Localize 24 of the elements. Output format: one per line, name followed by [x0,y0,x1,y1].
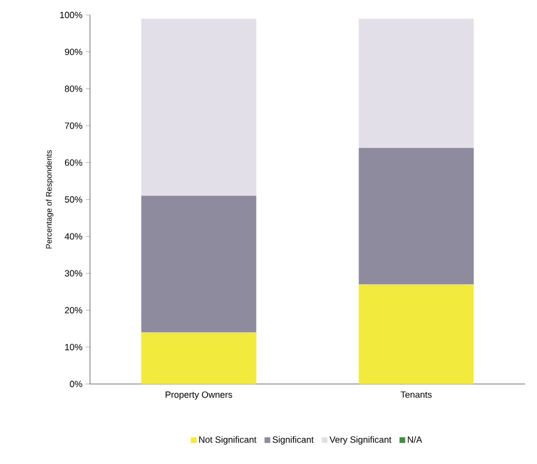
legend-label: Not Significant [199,436,256,445]
legend-label: Significant [272,436,314,445]
legend-label: Very Significant [330,436,392,445]
y-tick-label: 90% [64,48,82,56]
y-tick-label: 40% [64,233,82,240]
y-axis-title: Percentage of Respondents [46,150,54,248]
x-tick-label: Tenants [400,391,432,398]
bar [141,18,256,196]
bar [141,332,256,384]
y-tick-label: 100% [60,12,82,18]
y-tick-label: 80% [64,86,82,92]
bar [358,18,474,148]
y-tick-label: 50% [64,196,82,203]
y-tick-label: 0% [70,380,82,388]
y-tick-label: 60% [64,159,82,166]
y-tick-label: 20% [64,307,82,314]
bar [358,148,474,284]
legend-label: N/A [408,436,422,443]
y-tick-label: 70% [64,122,82,129]
bar [358,284,474,384]
y-tick-label: 30% [64,270,82,276]
bar [141,196,256,332]
y-tick-label: 10% [65,344,82,350]
x-tick-label: Property Owners [166,391,232,400]
